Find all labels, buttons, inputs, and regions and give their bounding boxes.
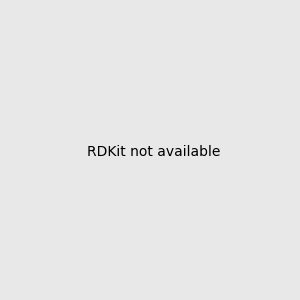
Text: RDKit not available: RDKit not available	[87, 145, 220, 158]
